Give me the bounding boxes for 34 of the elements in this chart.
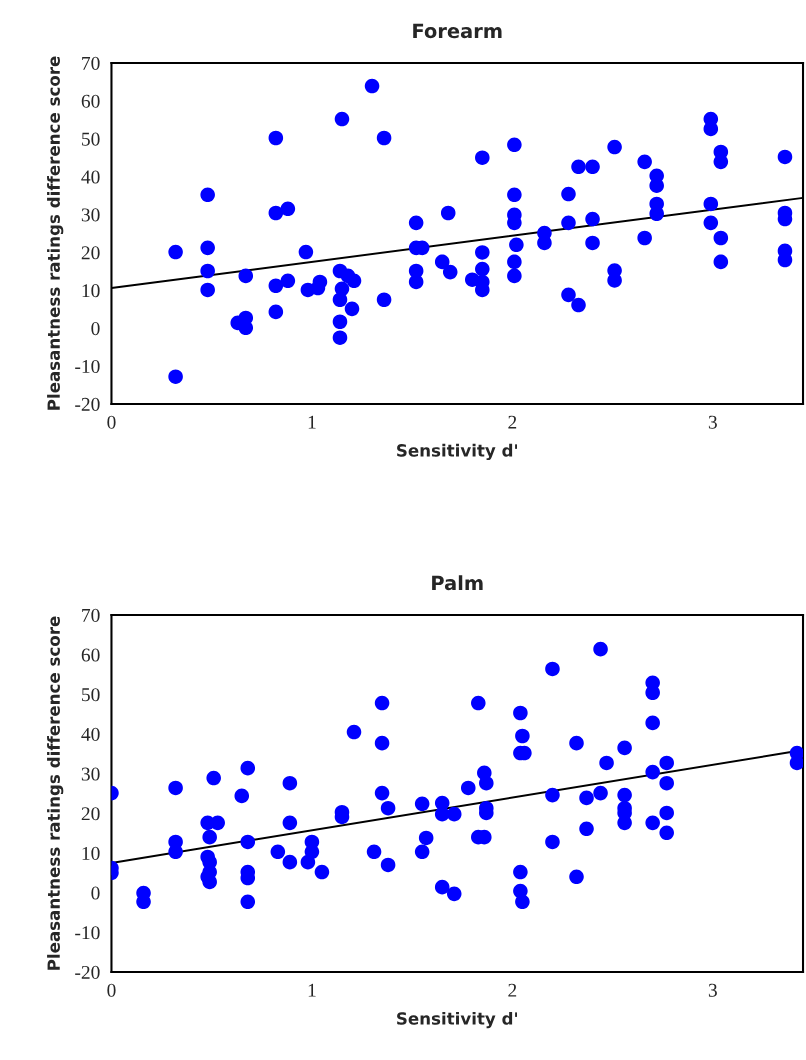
y-tick-label: -10 <box>75 359 100 374</box>
x-tick-label: 1 <box>308 983 316 997</box>
y-tick-label: -10 <box>75 926 100 940</box>
x-tick-label: 2 <box>508 983 517 997</box>
chart-title: Palm <box>432 575 483 591</box>
y-tick-label: 60 <box>81 648 100 662</box>
y-tick-label: 40 <box>81 727 100 741</box>
y-tick-label: 50 <box>82 688 100 702</box>
y-tick-label: 20 <box>81 807 100 821</box>
x-axis-title: Sensitivity d' <box>397 1011 518 1029</box>
y-tick-label: 30 <box>81 208 100 222</box>
y-axis-title: Pleasantness ratings difference score <box>47 56 64 410</box>
y-tick-label: 60 <box>81 94 100 108</box>
y-tick-label: 70 <box>82 608 100 622</box>
y-tick-label: 20 <box>81 246 100 260</box>
chart-title: Forearm <box>413 23 502 39</box>
x-tick-label: 1 <box>308 415 316 429</box>
y-tick-label: 50 <box>82 132 100 146</box>
y-tick-label: 40 <box>81 170 100 184</box>
y-tick-label: 30 <box>81 767 100 781</box>
y-axis-title: Pleasantness ratings difference score <box>47 616 64 970</box>
y-tick-label: -20 <box>75 965 100 979</box>
y-tick-label: 10 <box>82 846 100 860</box>
x-tick-label: 0 <box>107 983 116 997</box>
x-tick-label: 2 <box>508 415 517 429</box>
y-tick-label: 70 <box>82 56 100 70</box>
y-tick-label: -20 <box>75 397 100 411</box>
y-tick-label: 10 <box>82 284 100 298</box>
x-tick-label: 3 <box>708 415 717 429</box>
y-tick-label: 0 <box>91 322 100 336</box>
x-tick-label: 3 <box>708 983 717 997</box>
x-axis-title: Sensitivity d' <box>397 443 518 461</box>
y-tick-label: 0 <box>91 886 100 900</box>
x-tick-label: 0 <box>107 415 116 429</box>
